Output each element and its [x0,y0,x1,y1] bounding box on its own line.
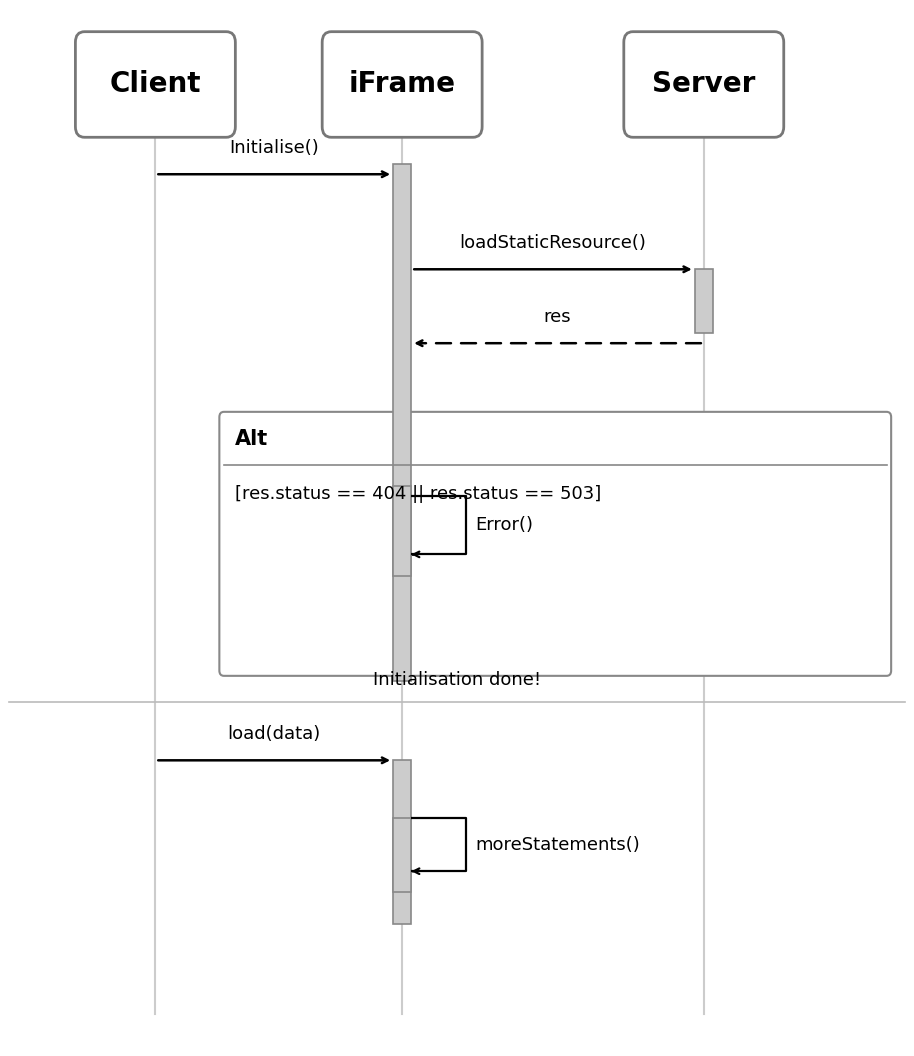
Text: iFrame: iFrame [348,71,456,98]
FancyBboxPatch shape [219,412,891,676]
Bar [695,269,713,333]
Text: Initialise(): Initialise() [229,139,319,157]
FancyBboxPatch shape [322,32,483,137]
Text: Server: Server [652,71,756,98]
FancyBboxPatch shape [623,32,783,137]
Text: [res.status == 404 || res.status == 503]: [res.status == 404 || res.status == 503] [235,485,601,504]
Bar [393,818,411,892]
Bar [393,164,411,681]
FancyBboxPatch shape [76,32,236,137]
Text: Initialisation done!: Initialisation done! [373,671,541,689]
Text: moreStatements(): moreStatements() [475,835,640,854]
Text: res: res [544,308,571,326]
Text: load(data): load(data) [228,725,321,743]
Text: Error(): Error() [475,516,533,534]
Text: loadStaticResource(): loadStaticResource() [460,234,646,252]
Text: Client: Client [110,71,201,98]
Bar [393,486,411,576]
Bar [393,760,411,924]
Text: Alt: Alt [235,429,268,449]
